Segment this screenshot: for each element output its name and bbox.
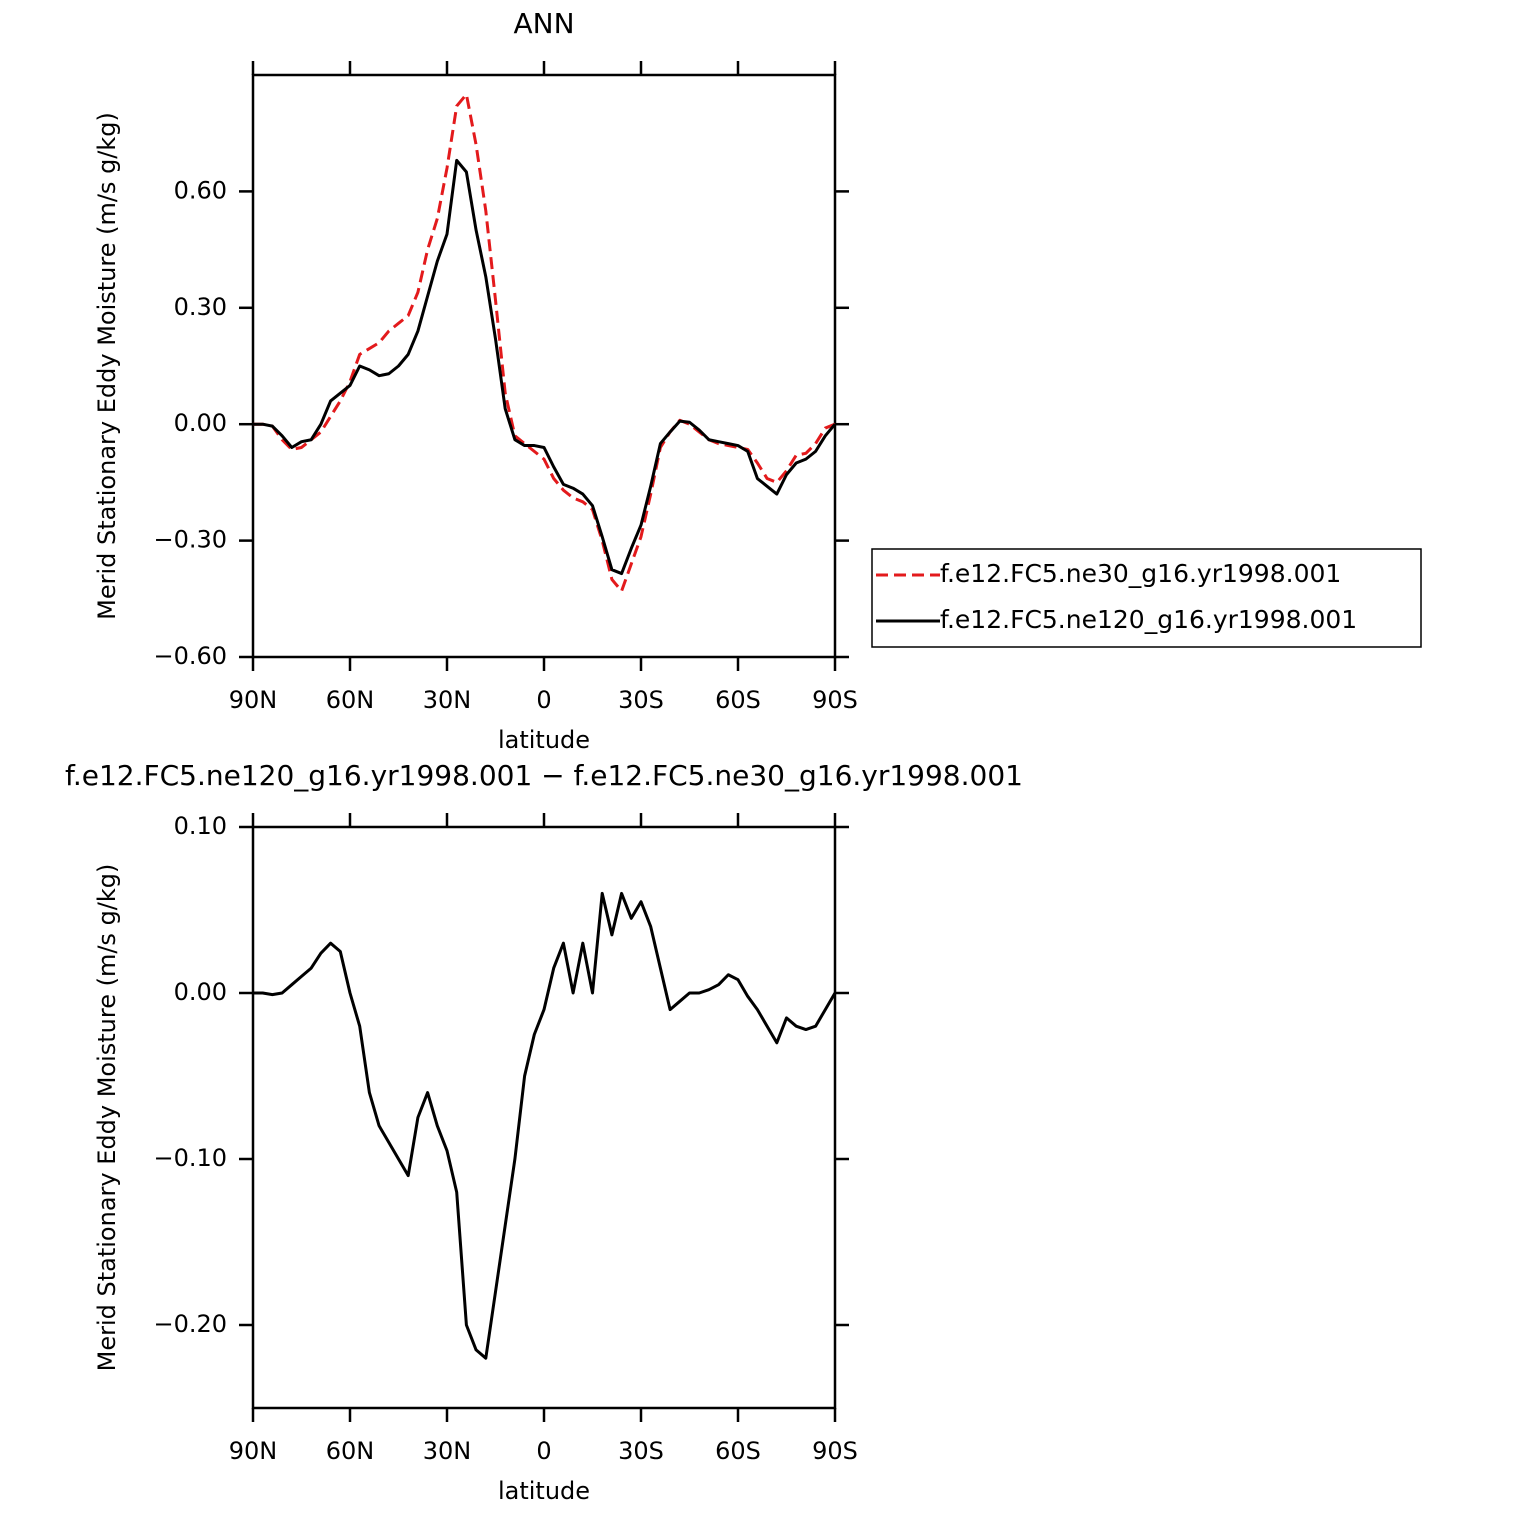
y-tick-label: −0.30 [153, 526, 227, 554]
x-tick-label: 60N [326, 686, 375, 714]
chart-title: ANN [513, 7, 574, 40]
y-axis-label: Merid Stationary Eddy Moisture (m/s g/kg… [93, 864, 121, 1372]
x-tick-label: 90N [229, 1437, 278, 1465]
x-tick-label: 30N [423, 686, 472, 714]
x-tick-label: 60S [715, 1437, 761, 1465]
y-tick-label: −0.20 [153, 1310, 227, 1338]
plot-frame [251, 825, 837, 1410]
chart-title: f.e12.FC5.ne120_g16.yr1998.001 − f.e12.F… [65, 759, 1023, 792]
data-line [253, 92, 836, 593]
y-tick-label: −0.60 [153, 642, 227, 670]
y-tick-label: 0.00 [174, 409, 227, 437]
x-tick-label: 30S [618, 686, 664, 714]
x-tick-label: 60N [326, 1437, 375, 1465]
data-line [253, 891, 837, 1360]
legend-label: f.e12.FC5.ne30_g16.yr1998.001 [940, 559, 1341, 588]
x-tick-label: 30N [423, 1437, 472, 1465]
x-tick-label: 90S [812, 1437, 858, 1465]
y-tick-label: 0.30 [174, 293, 227, 321]
x-tick-label: 60S [715, 686, 761, 714]
data-line [253, 158, 837, 576]
y-tick-label: 0.00 [174, 978, 227, 1006]
x-tick-label: 0 [536, 1437, 551, 1465]
y-axis-label: Merid Stationary Eddy Moisture (m/s g/kg… [93, 112, 121, 620]
y-tick-label: 0.10 [174, 812, 227, 840]
x-tick-label: 30S [618, 1437, 664, 1465]
x-tick-label: 90N [229, 686, 278, 714]
y-tick-label: −0.10 [153, 1144, 227, 1172]
plot-frame [251, 73, 837, 659]
x-tick-label: 90S [812, 686, 858, 714]
x-axis-label: latitude [498, 1477, 590, 1505]
x-axis-label: latitude [498, 726, 590, 754]
legend-box [871, 548, 1422, 648]
legend-label: f.e12.FC5.ne120_g16.yr1998.001 [940, 605, 1357, 634]
x-tick-label: 0 [536, 686, 551, 714]
y-tick-label: 0.60 [174, 176, 227, 204]
